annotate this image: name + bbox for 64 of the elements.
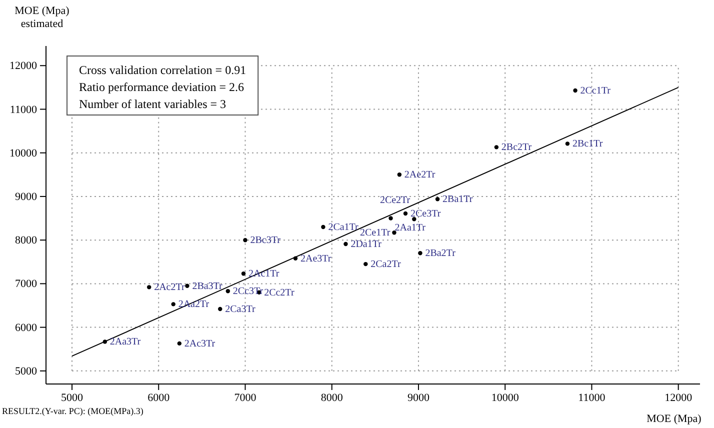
y-tick-label: 5000	[15, 365, 38, 378]
annotation: 2Ac2Tr	[154, 282, 186, 294]
annotation: 2Ca3Tr	[225, 304, 256, 315]
annotation: 2Ce1Tr	[360, 228, 391, 239]
annotation: 2Cc1Tr	[580, 85, 612, 96]
point	[435, 196, 440, 202]
point	[177, 341, 182, 346]
annotation: Number of latent variables = 3	[79, 97, 226, 111]
y-tick-label: 12000	[10, 60, 38, 72]
annotation: 2Ca1Tr	[328, 222, 360, 233]
point	[146, 285, 152, 290]
point	[388, 216, 393, 220]
annotation: 2Ae3Tr	[300, 253, 332, 264]
x-tick-label: 6000	[148, 392, 170, 404]
annotation: 2Bc1Tr	[572, 138, 604, 150]
point	[494, 145, 499, 150]
point	[397, 172, 402, 177]
point	[226, 289, 230, 294]
y-tick-label: 9000	[15, 190, 38, 203]
x-tick-label: 12000	[664, 392, 693, 404]
x-tick-label: 7000	[234, 392, 257, 404]
point	[403, 211, 408, 216]
point	[321, 224, 326, 230]
annotation: 2Ae2Tr	[404, 170, 436, 181]
annotation: 2Ca2Tr	[370, 259, 402, 270]
annotation: 2Bc2Tr	[501, 142, 532, 154]
y-tick-label: 8000	[15, 234, 38, 247]
y-tick-label: 11000	[10, 104, 38, 116]
point	[418, 251, 422, 256]
point	[218, 306, 222, 312]
point	[364, 262, 368, 266]
annotation: 2Ce3Tr	[410, 208, 442, 220]
annotation: 2Ce2Tr	[380, 195, 411, 206]
annotation: Ratio performance deviation = 2.6	[79, 80, 244, 94]
point	[565, 142, 570, 146]
point	[185, 284, 190, 288]
point	[392, 230, 396, 235]
y-tick-label: 7000	[15, 278, 38, 290]
point	[412, 217, 416, 222]
point	[344, 242, 348, 246]
point	[573, 88, 578, 93]
x-tick-label: 5000	[60, 392, 84, 404]
annotation: 2Da1Tr	[350, 239, 382, 250]
text: RESULT2.(Y-var. PC): (MOE(MPa).3)	[2, 406, 144, 416]
point	[241, 272, 246, 276]
annotation: 2Bc3Tr	[250, 235, 282, 246]
x-tick-label: 11000	[578, 392, 606, 404]
y-axis-title: MOE (Mpa) estimated	[14, 5, 70, 30]
y-tick-label: 6000	[15, 322, 38, 334]
x-axis-title: MOE (Mpa)	[646, 413, 702, 425]
annotation: 2Aa1Tr	[394, 222, 426, 234]
point	[171, 302, 176, 306]
annotation: 2Ba2Tr	[425, 248, 456, 260]
annotation: Cross validation correlation = 0.91	[79, 63, 246, 77]
annotation: 2Cc2Tr	[264, 287, 295, 298]
x-tick-label: 9000	[407, 392, 430, 404]
annotation: 2Aa3Tr	[110, 336, 142, 348]
y-tick-label: 10000	[10, 147, 38, 160]
annotation: 2Ba1Tr	[442, 194, 474, 206]
annotation: 2Ba3Tr	[192, 280, 224, 292]
point	[243, 238, 248, 242]
x-tick-label: 8000	[320, 392, 344, 404]
x-tick-label: 10000	[491, 392, 520, 404]
annotation: 2Ac3Tr	[184, 338, 216, 350]
